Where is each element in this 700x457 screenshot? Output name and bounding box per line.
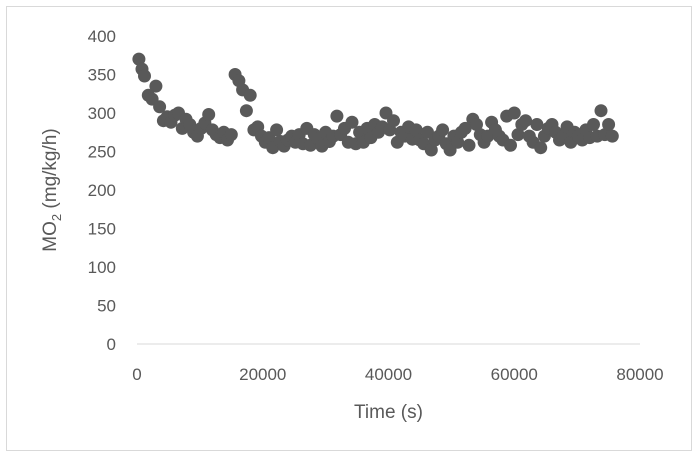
data-point [424, 143, 438, 157]
y-tick-label: 200 [88, 181, 116, 200]
data-point [530, 118, 544, 131]
data-point [470, 118, 483, 131]
data-point [534, 141, 548, 155]
data-point [519, 114, 533, 128]
data-point [132, 52, 146, 66]
data-point [202, 108, 216, 121]
data-point [458, 121, 472, 135]
x-tick-label: 60000 [491, 365, 538, 384]
y-tick-labels: 0 50 100 150 200 250 300 350 400 [88, 27, 116, 354]
y-tick-label: 150 [88, 220, 116, 239]
y-tick-label: 50 [97, 297, 116, 316]
data-point [153, 100, 167, 114]
x-tick-labels: 0 20000 40000 60000 80000 [132, 365, 663, 384]
y-tick-label: 100 [88, 258, 116, 277]
data-point [239, 104, 253, 118]
data-point [243, 88, 257, 102]
data-point [409, 123, 423, 137]
data-point [224, 128, 238, 142]
y-tick-label: 400 [88, 27, 116, 46]
data-point [345, 115, 359, 129]
y-tick-label: 0 [107, 335, 116, 354]
y-axis-title-main: MO [40, 221, 61, 252]
data-point [270, 123, 284, 137]
y-tick-label: 250 [88, 143, 116, 162]
y-tick-label: 350 [88, 66, 116, 85]
y-axis-title-subscript: 2 [49, 214, 64, 221]
data-point [504, 138, 517, 152]
x-tick-label: 80000 [616, 365, 663, 384]
data-point [387, 114, 400, 128]
data-point [594, 104, 608, 118]
data-points [132, 52, 619, 157]
x-tick-label: 20000 [239, 365, 286, 384]
data-point [462, 138, 476, 152]
data-point [330, 109, 344, 123]
data-point [149, 79, 163, 93]
data-point [587, 118, 600, 131]
x-axis-title: Time (s) [354, 402, 423, 423]
data-point [602, 118, 616, 131]
data-point [451, 135, 465, 149]
y-axis-title: MO2 (mg/kg/h) [40, 128, 64, 251]
chart-frame [6, 6, 692, 451]
data-point [507, 106, 521, 120]
y-tick-label: 300 [88, 104, 116, 123]
data-point [436, 123, 450, 137]
x-tick-label: 40000 [365, 365, 412, 384]
data-point [605, 129, 619, 143]
x-tick-label: 0 [132, 365, 141, 384]
y-axis-title-unit: (mg/kg/h) [40, 128, 61, 214]
data-point [138, 69, 151, 83]
data-point [511, 128, 525, 142]
